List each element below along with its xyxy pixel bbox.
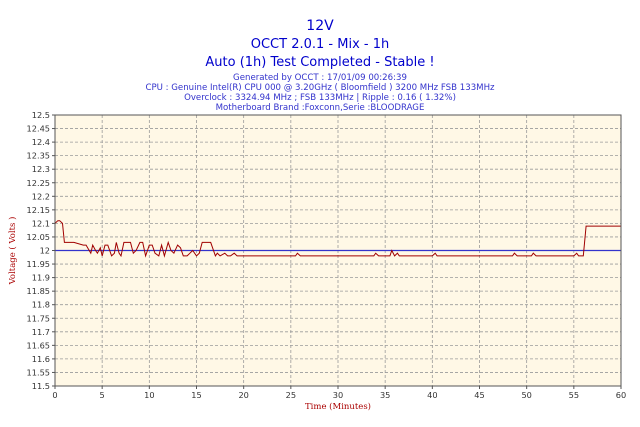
y-tick-label: 12.15: [27, 205, 50, 215]
x-tick-label: 10: [144, 390, 154, 400]
x-tick-label: 30: [333, 390, 343, 400]
x-tick-label: 5: [100, 390, 105, 400]
y-tick-label: 11.95: [27, 259, 50, 269]
chart-title-status: Auto (1h) Test Completed - Stable !: [205, 55, 434, 70]
info-motherboard: Motherboard Brand :Foxconn,Serie :BLOODR…: [216, 103, 425, 113]
y-tick-label: 11.8: [32, 300, 50, 310]
y-tick-label: 12.4: [32, 137, 50, 147]
y-tick-label: 11.6: [32, 354, 50, 364]
chart-title-rail: 12V: [306, 18, 334, 34]
info-overclock: Overclock : 3324.94 MHz ; FSB 133MHz | R…: [184, 93, 456, 103]
y-tick-label: 12.25: [27, 178, 50, 188]
y-tick-label: 11.9: [32, 273, 50, 283]
y-tick-label: 12.1: [32, 218, 50, 228]
chart-titles: 12V OCCT 2.0.1 - Mix - 1h Auto (1h) Test…: [145, 18, 495, 113]
y-tick-label: 12.35: [27, 151, 50, 161]
x-axis-label: Time (Minutes): [305, 401, 371, 412]
x-axis-ticks: 0 5 10 15 20 25 30 35 40 45 50 55 60: [52, 386, 626, 400]
y-axis-label: Voltage ( Volts ): [7, 217, 18, 286]
y-tick-label: 12: [40, 246, 50, 256]
info-generated: Generated by OCCT : 17/01/09 00:26:39: [233, 73, 407, 83]
y-tick-label: 11.5: [32, 381, 50, 391]
y-tick-label: 12.3: [32, 164, 50, 174]
y-tick-label: 11.65: [27, 340, 50, 350]
info-cpu: CPU : Genuine Intel(R) CPU 000 @ 3.20GHz…: [145, 83, 495, 93]
x-tick-label: 45: [474, 390, 484, 400]
y-axis-ticks: 11.5 11.55 11.6 11.65 11.7 11.75 11.8 11.85 11.9…: [27, 110, 55, 391]
x-tick-label: 15: [191, 390, 201, 400]
x-tick-label: 25: [286, 390, 296, 400]
y-tick-label: 11.75: [27, 313, 50, 323]
x-tick-label: 35: [380, 390, 390, 400]
series-line-12v: [54, 220, 621, 258]
x-tick-label: 40: [427, 390, 437, 400]
y-tick-label: 11.55: [27, 367, 50, 377]
x-tick-label: 20: [238, 390, 248, 400]
y-tick-label: 12.2: [32, 191, 50, 201]
y-tick-label: 11.85: [27, 286, 50, 296]
x-tick-label: 50: [521, 390, 531, 400]
x-tick-label: 60: [616, 390, 626, 400]
x-tick-label: 55: [569, 390, 579, 400]
x-tick-label: 0: [52, 390, 57, 400]
y-tick-label: 12.45: [27, 124, 50, 134]
chart-title-test: OCCT 2.0.1 - Mix - 1h: [251, 37, 389, 52]
y-tick-label: 12.05: [27, 232, 50, 242]
y-tick-label: 12.5: [32, 110, 50, 120]
y-tick-label: 11.7: [32, 327, 50, 337]
